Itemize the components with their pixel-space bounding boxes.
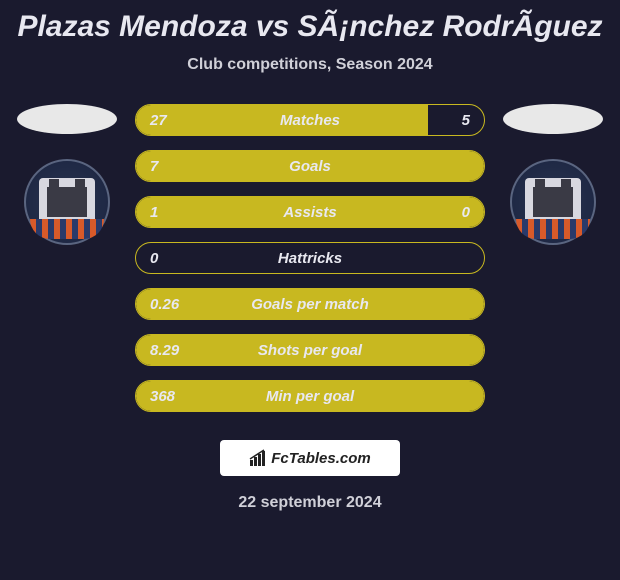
stat-label: Goals per match (251, 296, 369, 313)
castle-icon (533, 187, 573, 217)
page-title: Plazas Mendoza vs SÃ¡nchez RodrÃ­guez (0, 10, 620, 44)
stat-label: Shots per goal (258, 342, 362, 359)
subtitle: Club competitions, Season 2024 (0, 56, 620, 74)
stat-left-value: 1 (150, 204, 158, 221)
stat-right-value: 5 (462, 112, 470, 129)
stat-right-value: 0 (462, 204, 470, 221)
stat-row: 0 Hattricks (135, 242, 485, 274)
stat-label: Min per goal (266, 388, 354, 405)
player-photo-placeholder-right (503, 104, 603, 134)
stat-left-value: 0 (150, 250, 158, 267)
brand-text: FcTables.com (271, 450, 370, 467)
stat-row: 1 Assists 0 (135, 196, 485, 228)
team-badge-right (510, 159, 596, 245)
castle-icon (47, 187, 87, 217)
stats-column: 27 Matches 5 7 Goals 1 Assists 0 0 Hattricks 0.26 G… (135, 104, 485, 412)
stat-label: Goals (289, 158, 331, 175)
stat-left-value: 7 (150, 158, 158, 175)
main-area: 27 Matches 5 7 Goals 1 Assists 0 0 Hattricks 0.26 G… (0, 104, 620, 412)
left-column (17, 104, 117, 245)
brand-logo: FcTables.com (220, 440, 400, 476)
stat-left-value: 0.26 (150, 296, 179, 313)
stat-label: Assists (283, 204, 336, 221)
stat-row: 7 Goals (135, 150, 485, 182)
stat-left-value: 27 (150, 112, 167, 129)
player-photo-placeholder-left (17, 104, 117, 134)
stat-left-value: 8.29 (150, 342, 179, 359)
stat-left-value: 368 (150, 388, 175, 405)
right-column (503, 104, 603, 245)
stat-row: 0.26 Goals per match (135, 288, 485, 320)
infographic-container: Plazas Mendoza vs SÃ¡nchez RodrÃ­guez Cl… (0, 0, 620, 580)
chart-icon (249, 449, 267, 467)
badge-stripes (516, 219, 590, 239)
stat-label: Matches (280, 112, 340, 129)
badge-stripes (30, 219, 104, 239)
footer-date: 22 september 2024 (0, 494, 620, 512)
stat-row: 27 Matches 5 (135, 104, 485, 136)
stat-row: 368 Min per goal (135, 380, 485, 412)
team-badge-left (24, 159, 110, 245)
stat-row: 8.29 Shots per goal (135, 334, 485, 366)
stat-label: Hattricks (278, 250, 342, 267)
